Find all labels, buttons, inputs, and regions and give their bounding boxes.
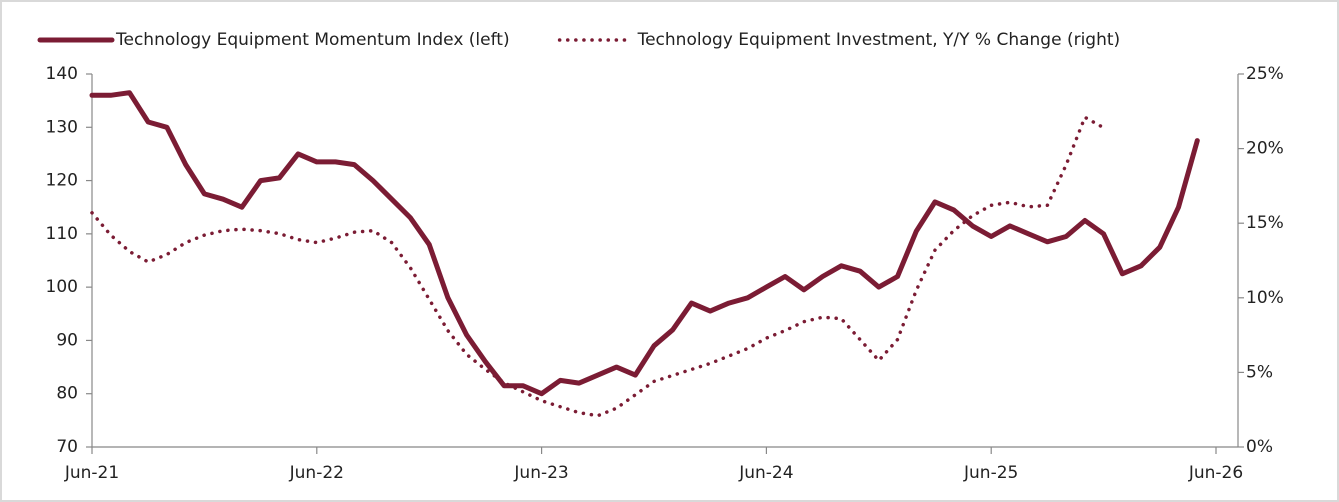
y2-tick-label: 25% [1246,64,1284,84]
y2-tick-label: 15% [1246,213,1284,233]
y2-tick-label: 20% [1246,139,1284,159]
y-tick-label: 110 [46,224,78,244]
y-tick-label: 120 [46,171,78,191]
x-tick-label: Jun-25 [963,463,1018,483]
y-tick-label: 130 [46,117,78,137]
x-tick-label: Jun-22 [289,463,344,483]
series-line [89,90,1200,397]
y-tick-label: 90 [56,330,78,350]
legend-label: Technology Equipment Investment, Y/Y % C… [637,30,1121,50]
y2-tick-label: 10% [1246,288,1284,308]
x-tick-label: Jun-24 [738,463,793,483]
x-tick-label: Jun-26 [1188,463,1243,483]
series-line [90,115,1106,418]
y-tick-label: 100 [46,277,78,297]
y-tick-label: 140 [46,64,78,84]
y2-tick-label: 0% [1246,437,1273,457]
x-tick-label: Jun-23 [513,463,568,483]
y-tick-label: 70 [56,437,78,457]
x-tick-label: Jun-21 [64,463,119,483]
legend-label: Technology Equipment Momentum Index (lef… [115,30,510,50]
y2-tick-label: 5% [1246,362,1273,382]
y-tick-label: 80 [56,384,78,404]
